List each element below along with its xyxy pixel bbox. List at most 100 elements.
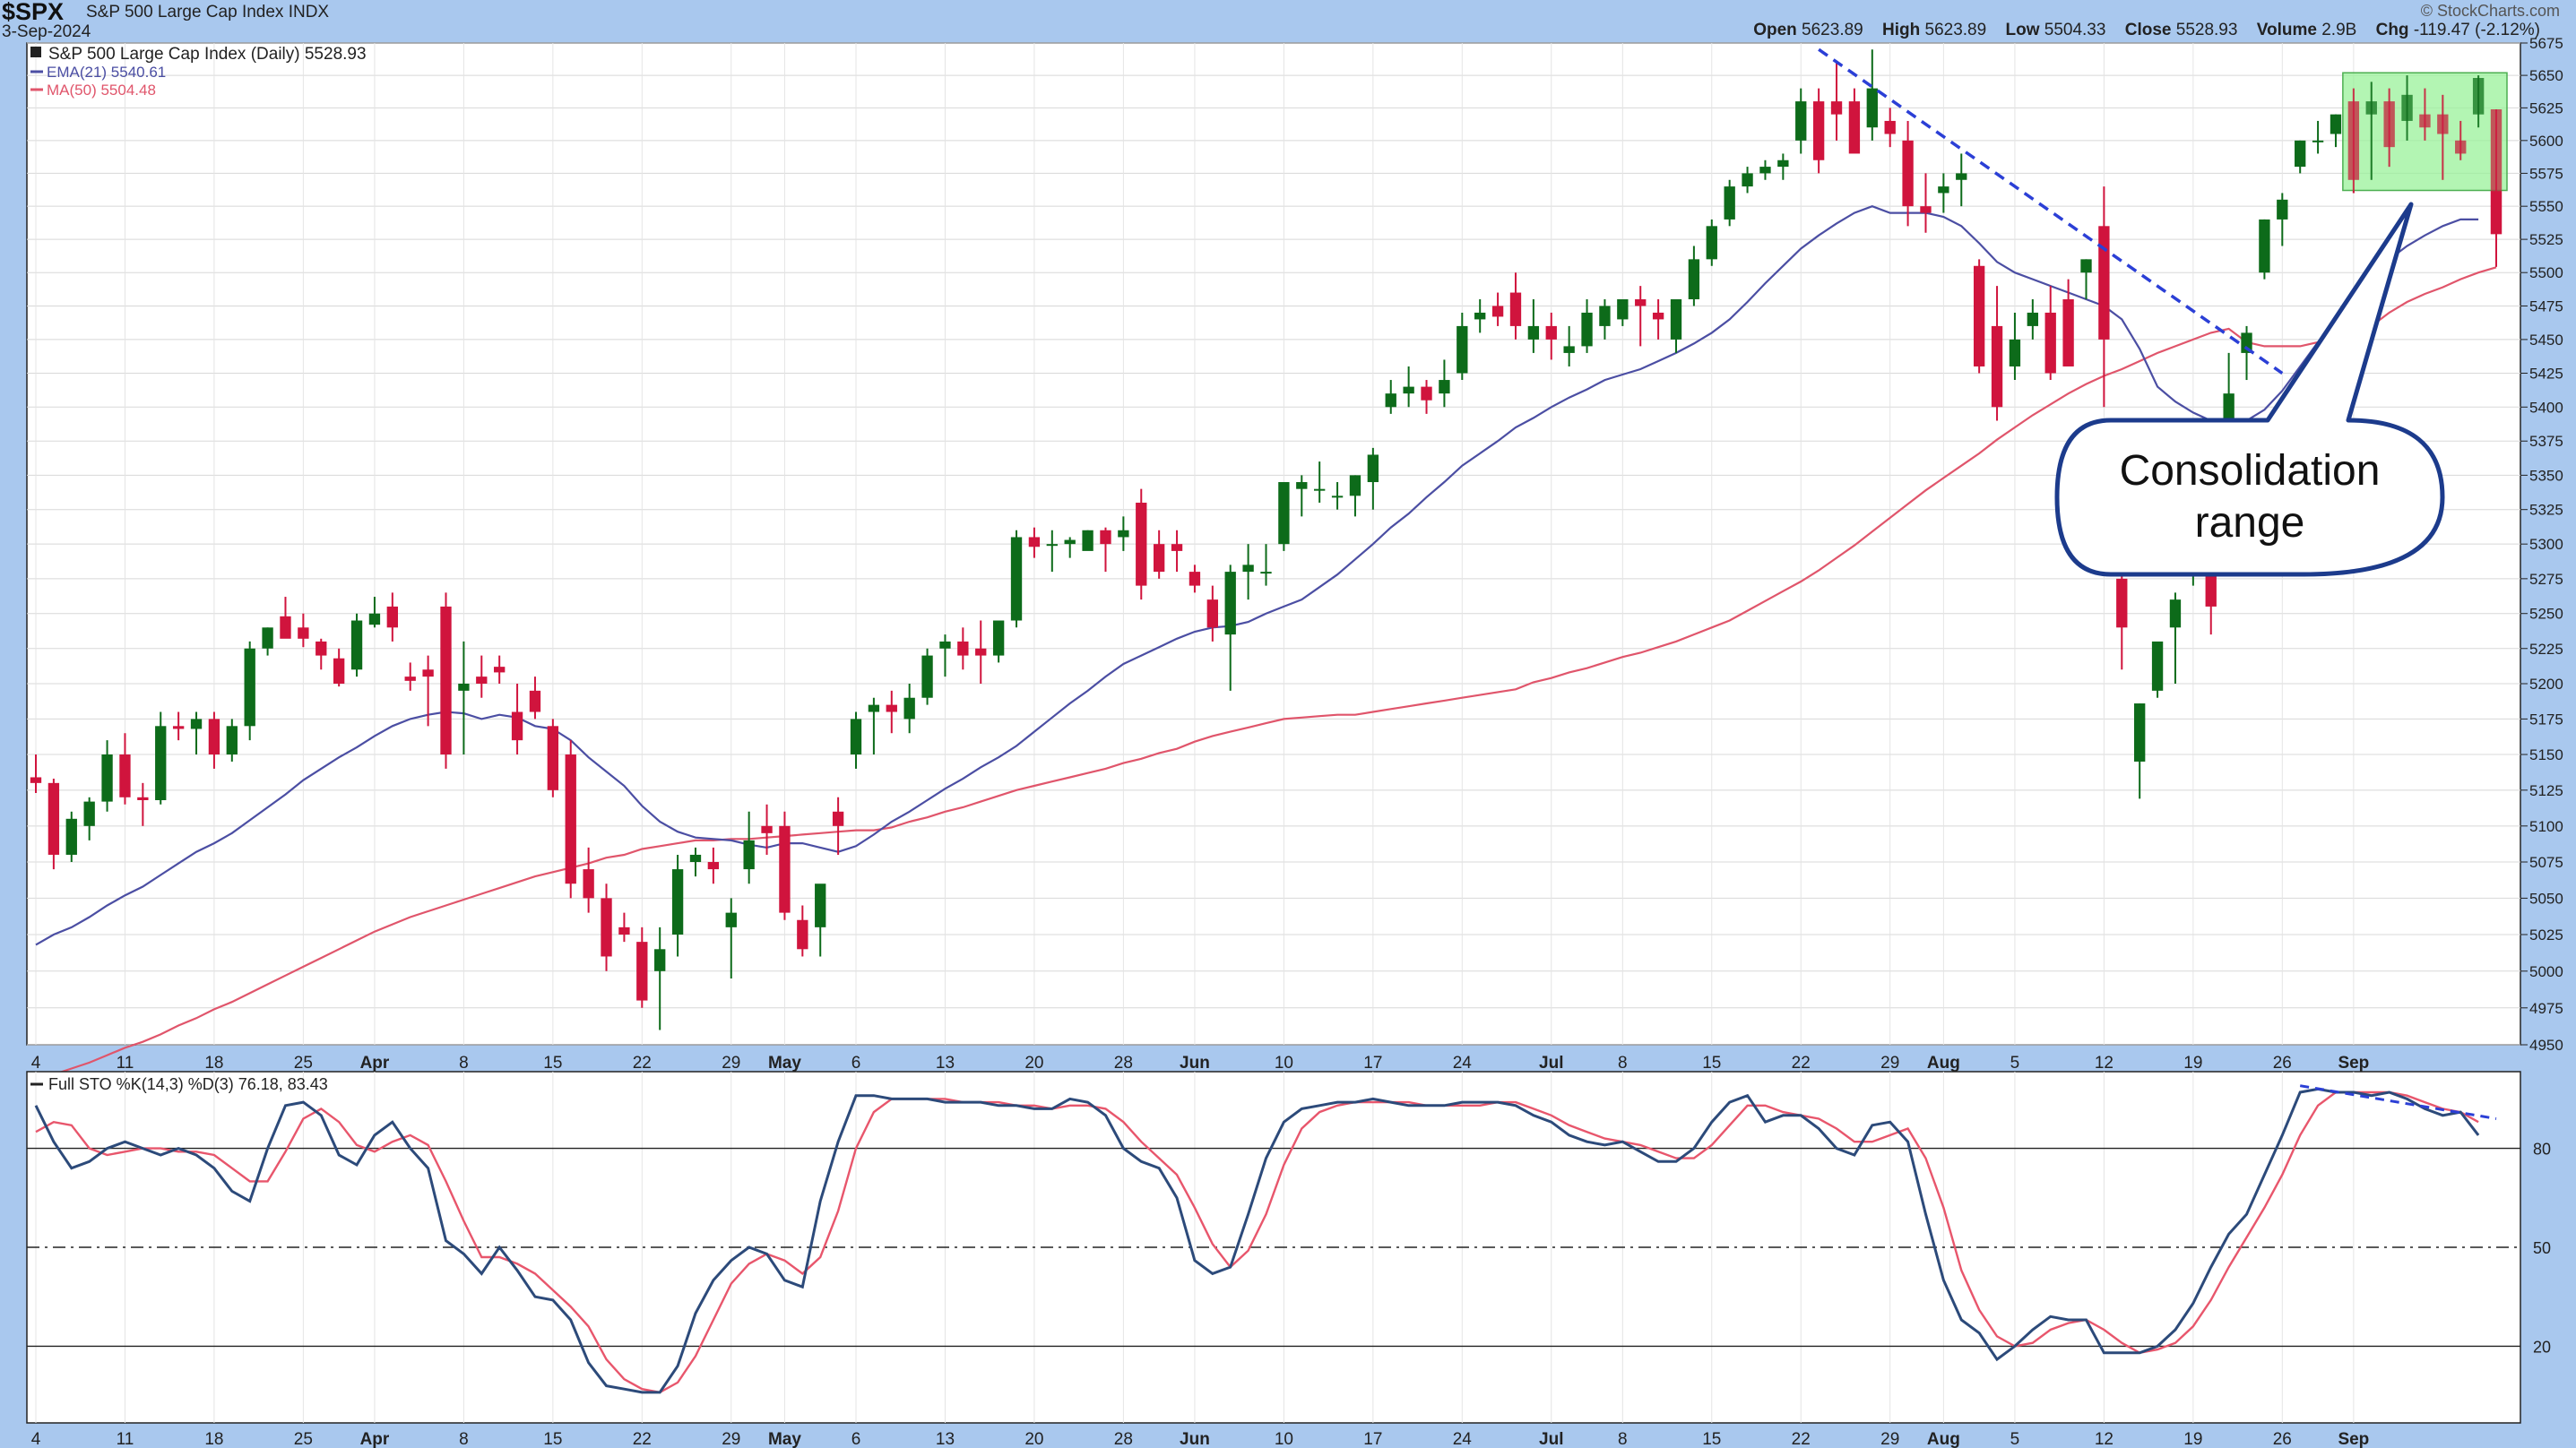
price-panel[interactable]: 4950497550005025505050755100512551505175… xyxy=(26,35,2563,1083)
candle-body xyxy=(1100,530,1111,545)
date-tick-label: 19 xyxy=(2183,1054,2202,1073)
callout-text-line2: range xyxy=(2195,499,2305,547)
candle-body xyxy=(2490,108,2503,235)
candle-body xyxy=(1795,101,1807,141)
date-tick-label: 8 xyxy=(1618,1054,1628,1073)
date-tick-label: 18 xyxy=(204,1054,223,1073)
candle-body xyxy=(65,818,77,855)
exchange-label: INDX xyxy=(288,3,330,22)
candles xyxy=(30,49,2503,1030)
candle-body xyxy=(975,648,987,656)
candle-body xyxy=(1759,167,1771,174)
high-label: High xyxy=(1882,21,1921,39)
candle-body xyxy=(440,606,452,755)
candle-body xyxy=(2472,78,2485,115)
candle-body xyxy=(30,777,42,783)
date-tick-label: 22 xyxy=(1792,1054,1811,1073)
candle-body xyxy=(689,854,702,863)
sto-divergence-line xyxy=(2299,1084,2497,1120)
candle-body xyxy=(2151,641,2164,691)
date-tick-label: 29 xyxy=(722,1430,740,1448)
candle-body xyxy=(868,704,880,712)
candle-body xyxy=(1224,572,1236,635)
candle-body xyxy=(1439,380,1450,394)
date-tick-label: Apr xyxy=(360,1430,390,1448)
candle-body xyxy=(761,825,773,833)
candle-body xyxy=(316,641,327,656)
stochastic-panel[interactable]: 20 50 80 4 11 18 25 Apr 8 15 22 29 May 6 13 20 28 Jun 10 1… xyxy=(26,1071,2551,1448)
date-tick-label: 13 xyxy=(936,1430,955,1448)
date-tick-label: 4 xyxy=(31,1054,41,1073)
candle-body xyxy=(386,606,398,628)
date-tick-label: 8 xyxy=(459,1430,469,1448)
date-tick-label: 24 xyxy=(1453,1430,1473,1448)
index-name: S&P 500 Large Cap Index INDX xyxy=(86,3,329,22)
candle-body xyxy=(48,782,60,855)
candle-body xyxy=(2241,332,2252,353)
candle-body xyxy=(1848,101,1861,154)
candle-body xyxy=(1563,346,1575,353)
price-tick-label: 5275 xyxy=(2529,571,2563,588)
candle-body xyxy=(815,883,826,927)
candle-body xyxy=(511,711,523,741)
date-tick-label: 18 xyxy=(204,1430,223,1448)
candle-body xyxy=(2312,140,2324,142)
date-tick-label: 26 xyxy=(2273,1430,2292,1448)
price-grid xyxy=(27,42,2520,1046)
candle-body xyxy=(1153,544,1165,573)
candle-body xyxy=(2062,299,2074,366)
date-tick-label: 15 xyxy=(543,1054,562,1073)
candle-body xyxy=(1296,482,1308,489)
stochastic-axis: 20 50 80 xyxy=(2533,1141,2551,1357)
price-tick-label: 5325 xyxy=(2529,502,2563,519)
candle-body xyxy=(1670,299,1682,340)
sto-d-line xyxy=(35,1090,2479,1394)
sto-tick-label: 50 xyxy=(2533,1239,2551,1257)
candle-body xyxy=(476,677,488,684)
price-tick-label: 5625 xyxy=(2529,99,2563,116)
date-tick-label: 13 xyxy=(936,1054,955,1073)
price-tick-label: 5650 xyxy=(2529,67,2563,84)
date-tick-label: 12 xyxy=(2095,1054,2114,1073)
change-label: Chg xyxy=(2375,21,2409,39)
candle-body xyxy=(244,648,255,727)
candle-body xyxy=(2295,140,2306,168)
price-legend: S&P 500 Large Cap Index (Daily) 5528.93 … xyxy=(30,45,367,99)
candle-body xyxy=(1242,565,1254,573)
price-tick-label: 5300 xyxy=(2529,536,2563,553)
candle-body xyxy=(1688,259,1700,300)
candle-body xyxy=(1545,325,1557,340)
candle-body xyxy=(1403,386,1414,394)
candle-body xyxy=(494,667,506,673)
brand-watermark: © StockCharts.com xyxy=(2420,2,2560,20)
candle-body xyxy=(190,719,203,729)
candle-body xyxy=(1064,539,1076,545)
date-tick-label: 12 xyxy=(2095,1430,2114,1448)
candle-body xyxy=(654,949,666,971)
candle-body xyxy=(636,942,648,1001)
candle-body xyxy=(1189,572,1201,586)
open-label: Open xyxy=(1753,21,1797,39)
symbol-label: $SPX xyxy=(2,0,65,25)
date-tick-label: May xyxy=(768,1054,801,1073)
candle-body xyxy=(1938,186,1949,194)
price-tick-label: 5400 xyxy=(2529,399,2563,416)
date-tick-label: 28 xyxy=(1114,1430,1133,1448)
price-tick-label: 5475 xyxy=(2529,297,2563,315)
candle-body xyxy=(262,627,273,649)
date-tick-label: 24 xyxy=(1453,1054,1473,1073)
candle-body xyxy=(1866,88,1878,128)
candle-body xyxy=(2080,259,2092,273)
candle-body xyxy=(2009,339,2021,366)
close-label: Close xyxy=(2124,21,2172,39)
candle-body xyxy=(208,719,220,755)
stochastic-grid xyxy=(27,1072,2520,1423)
candle-body xyxy=(1457,325,1468,374)
price-tick-label: 5525 xyxy=(2529,231,2563,248)
date-tick-label: Jun xyxy=(1180,1054,1210,1073)
candle-body xyxy=(2383,101,2395,148)
candle-body xyxy=(1973,265,1985,366)
candle-body xyxy=(1314,488,1326,491)
